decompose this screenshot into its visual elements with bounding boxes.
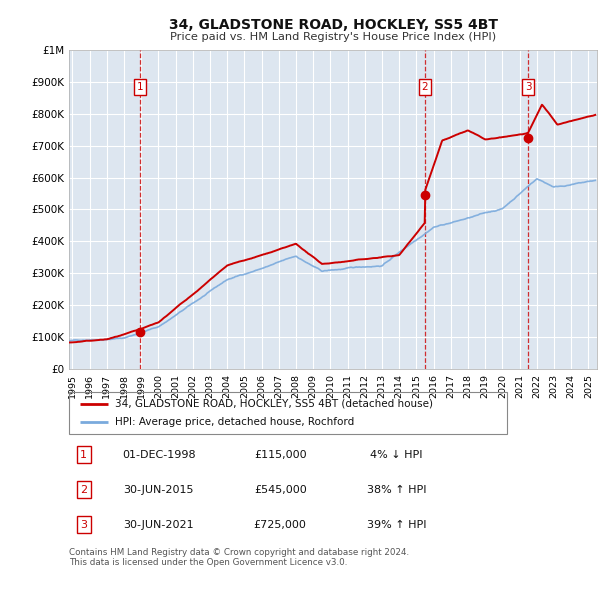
Text: 34, GLADSTONE ROAD, HOCKLEY, SS5 4BT (detached house): 34, GLADSTONE ROAD, HOCKLEY, SS5 4BT (de… [115, 398, 433, 408]
Text: 3: 3 [80, 520, 87, 530]
Text: 34, GLADSTONE ROAD, HOCKLEY, SS5 4BT: 34, GLADSTONE ROAD, HOCKLEY, SS5 4BT [169, 18, 497, 32]
Text: 30-JUN-2021: 30-JUN-2021 [124, 520, 194, 530]
Text: 30-JUN-2015: 30-JUN-2015 [124, 485, 194, 494]
Text: 2: 2 [422, 82, 428, 92]
Text: 39% ↑ HPI: 39% ↑ HPI [367, 520, 426, 530]
Text: 01-DEC-1998: 01-DEC-1998 [122, 450, 196, 460]
Text: 4% ↓ HPI: 4% ↓ HPI [370, 450, 422, 460]
Text: Contains HM Land Registry data © Crown copyright and database right 2024.
This d: Contains HM Land Registry data © Crown c… [69, 548, 409, 567]
Text: 1: 1 [137, 82, 143, 92]
Text: HPI: Average price, detached house, Rochford: HPI: Average price, detached house, Roch… [115, 418, 354, 428]
Text: 1: 1 [80, 450, 87, 460]
Text: Price paid vs. HM Land Registry's House Price Index (HPI): Price paid vs. HM Land Registry's House … [170, 32, 496, 42]
Text: 3: 3 [525, 82, 532, 92]
Text: £115,000: £115,000 [254, 450, 307, 460]
Text: 2: 2 [80, 485, 88, 494]
Text: 38% ↑ HPI: 38% ↑ HPI [367, 485, 426, 494]
Text: £725,000: £725,000 [254, 520, 307, 530]
Text: £545,000: £545,000 [254, 485, 307, 494]
